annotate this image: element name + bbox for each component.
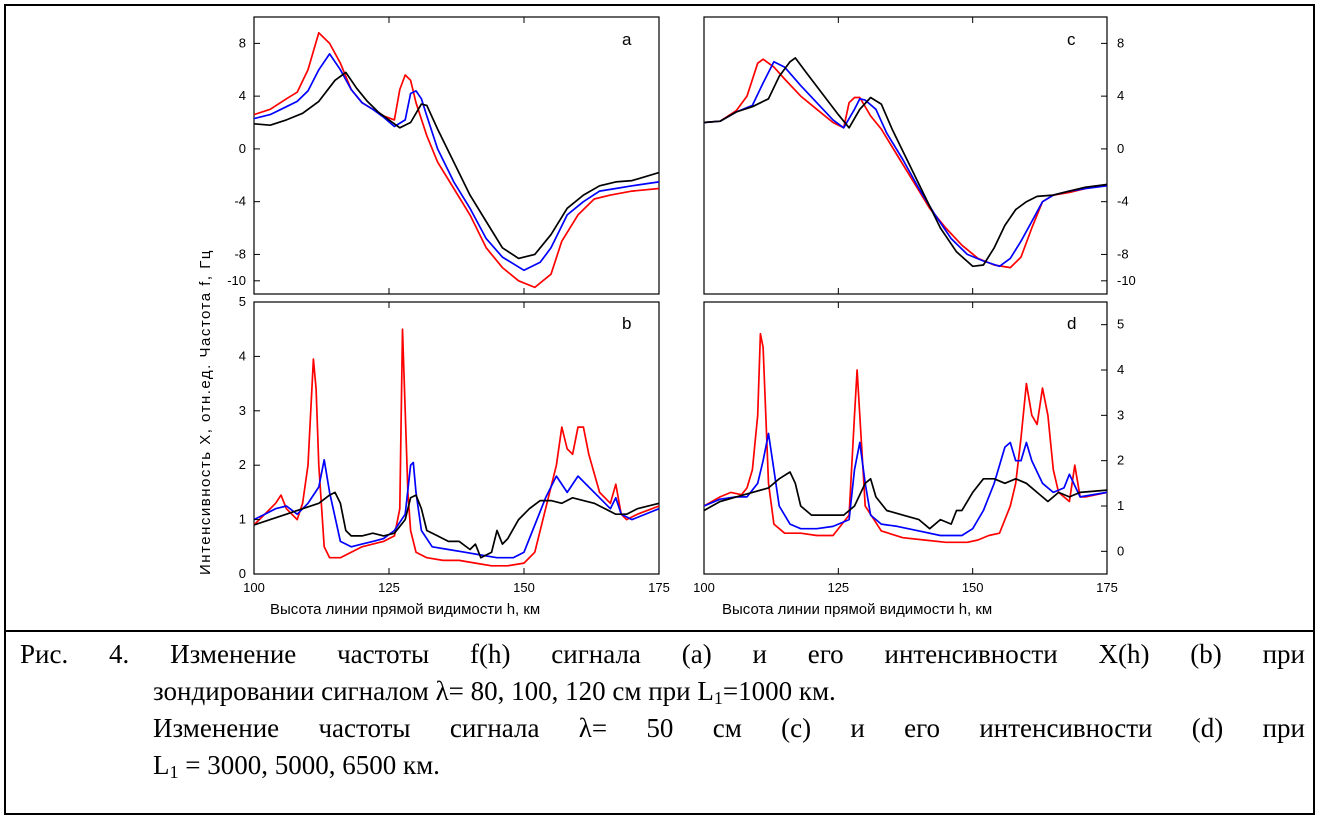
panel-letter-b: b <box>622 314 631 333</box>
panel-b-frame <box>253 301 660 575</box>
y-tick-label-c-0: 0 <box>1117 141 1124 156</box>
y-tick-label-c-8: 8 <box>1117 35 1124 50</box>
series-line-c-black <box>703 57 1108 268</box>
panel-c-frame <box>703 16 1108 295</box>
y-tick-label-a-8: 8 <box>239 35 246 50</box>
caption-line-4-end: = 3000, 5000, 6500 км. <box>178 750 440 780</box>
y-tick-label-b-0: 0 <box>239 566 246 581</box>
series-line-c-red <box>703 58 1108 269</box>
y-tick-label-d-1: 1 <box>1117 498 1124 513</box>
series-line-d-black <box>703 471 1108 530</box>
x-tick-label-d-125: 125 <box>827 580 849 595</box>
panel-letter-a: a <box>622 30 632 49</box>
series-line-c-blue <box>703 60 1108 268</box>
figure-caption: Рис. 4. Изменение частоты f(h) сигнала (… <box>20 636 1305 784</box>
figure-frame <box>4 4 1315 815</box>
y-tick-label-a-4: 4 <box>239 88 246 103</box>
x-tick-label-b-100: 100 <box>243 580 265 595</box>
y-tick-label-a--4: -4 <box>234 194 246 209</box>
x-tick-label-b-125: 125 <box>378 580 400 595</box>
series-line-b-black <box>253 491 660 559</box>
caption-line-4-sub: 1 <box>169 762 179 782</box>
y-tick-label-b-5: 5 <box>239 294 246 309</box>
caption-line-2-sub: 1 <box>713 688 723 708</box>
panel-letter-d: d <box>1067 314 1076 333</box>
x-axis-label-d: Высота линии прямой видимости h, км <box>722 601 992 618</box>
y-tick-label-c-4: 4 <box>1117 88 1124 103</box>
caption-line-4: L1 = 3000, 5000, 6500 км. <box>20 747 1305 784</box>
x-tick-label-d-175: 175 <box>1096 580 1118 595</box>
y-tick-label-b-1: 1 <box>239 512 246 527</box>
y-tick-label-a-0: 0 <box>239 141 246 156</box>
series-line-d-red <box>703 332 1108 544</box>
series-line-a-red <box>253 31 660 289</box>
y-tick-label-d-0: 0 <box>1117 543 1124 558</box>
y-tick-label-b-3: 3 <box>239 403 246 418</box>
y-tick-label-c--8: -8 <box>1117 246 1129 261</box>
caption-line-2-text: зондировании сигналом λ= 80, 100, 120 см… <box>153 676 714 706</box>
series-line-a-black <box>253 71 660 260</box>
y-tick-label-a--8: -8 <box>234 246 246 261</box>
y-tick-label-d-5: 5 <box>1117 317 1124 332</box>
panel-letter-c: c <box>1067 30 1076 49</box>
y-tick-label-d-2: 2 <box>1117 453 1124 468</box>
y-tick-label-a--10: -10 <box>227 273 246 288</box>
x-tick-label-b-175: 175 <box>648 580 670 595</box>
y-tick-label-b-2: 2 <box>239 457 246 472</box>
caption-divider <box>4 630 1315 632</box>
series-line-b-red <box>253 328 660 567</box>
panel-a-frame <box>253 16 660 295</box>
y-tick-label-d-3: 3 <box>1117 407 1124 422</box>
y-tick-label-c--4: -4 <box>1117 194 1129 209</box>
series-line-b-blue <box>253 458 660 559</box>
y-tick-label-c--10: -10 <box>1117 273 1136 288</box>
caption-line-2: зондировании сигналом λ= 80, 100, 120 см… <box>20 673 1305 710</box>
y-axis-label: Интенсивность X, отн.ед. Частота f, Гц <box>197 249 214 575</box>
y-tick-label-d-4: 4 <box>1117 362 1124 377</box>
caption-line-1: Рис. 4. Изменение частоты f(h) сигнала (… <box>20 639 1305 669</box>
caption-line-2-end: =1000 км. <box>722 676 836 706</box>
x-axis-label-b: Высота линии прямой видимости h, км <box>270 601 540 618</box>
y-tick-label-b-4: 4 <box>239 348 246 363</box>
caption-line-3: Изменение частоты сигнала λ= 50 см (c) и… <box>153 713 1305 743</box>
x-tick-label-b-150: 150 <box>513 580 535 595</box>
x-tick-label-d-100: 100 <box>693 580 715 595</box>
series-line-a-blue <box>253 53 660 272</box>
x-tick-label-d-150: 150 <box>962 580 984 595</box>
panel-d-frame <box>703 301 1108 575</box>
caption-line-4-text: L <box>153 750 170 780</box>
series-line-d-blue <box>703 432 1108 537</box>
